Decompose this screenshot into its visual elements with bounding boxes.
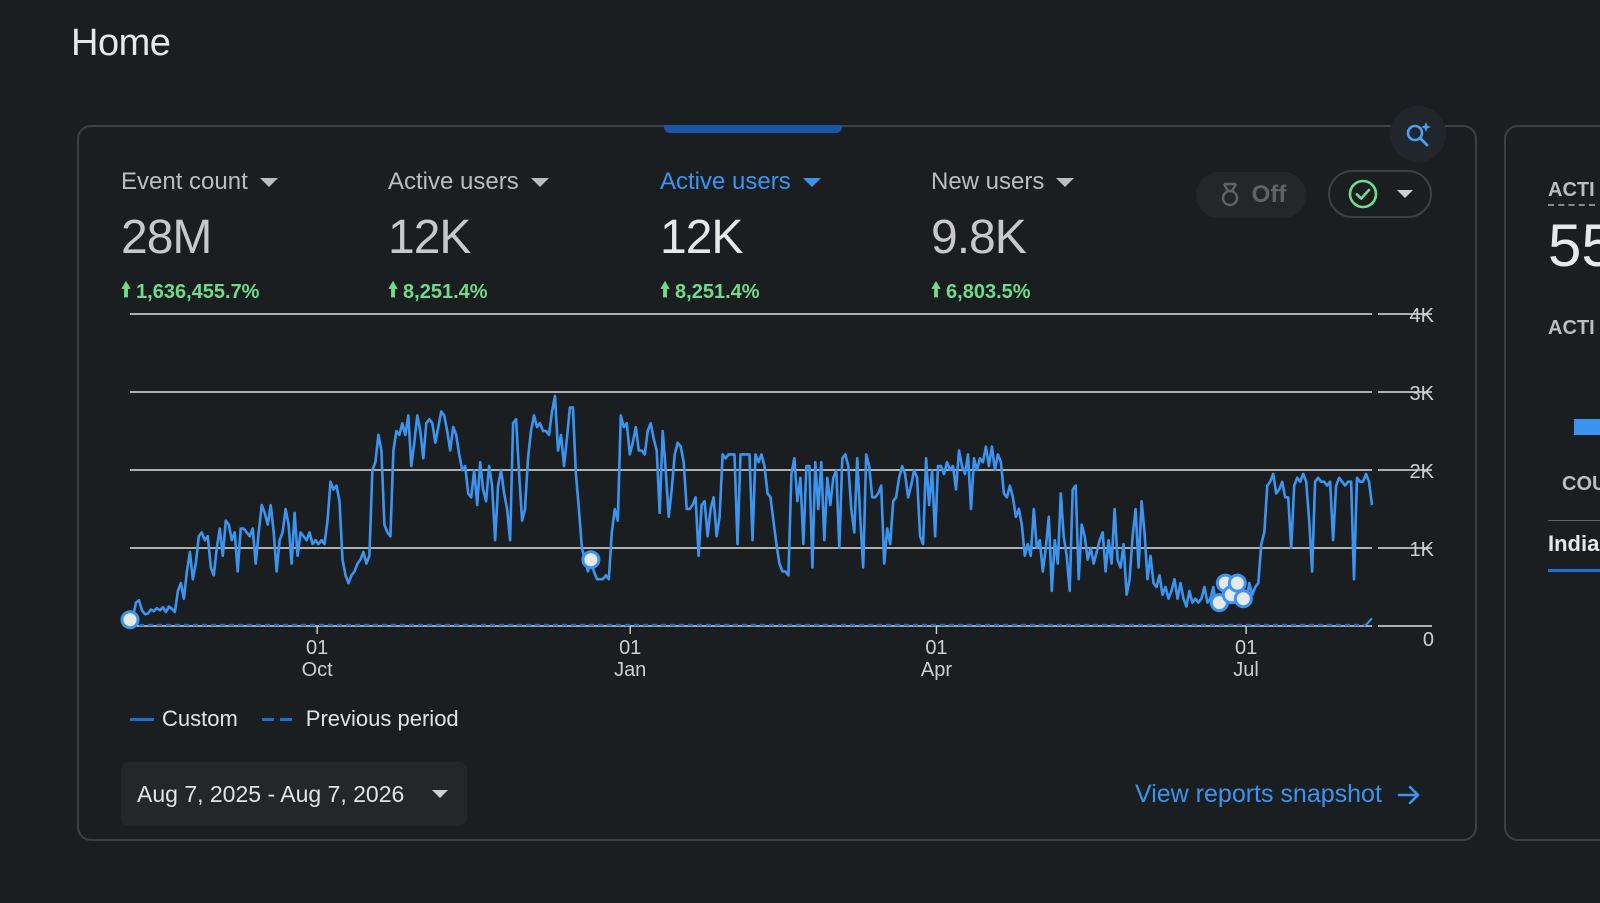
y-tick-label: 0 xyxy=(1423,629,1434,651)
selected-tab-indicator xyxy=(664,125,842,133)
x-tick-month: Jan xyxy=(614,659,646,681)
arrow-up-icon: 🠙 xyxy=(388,279,399,301)
metric-value: 12K xyxy=(388,211,471,264)
x-tick-day: 01 xyxy=(1235,637,1257,659)
metric-active-users[interactable]: Active users 12K 🠙 8,251.4% xyxy=(388,168,549,309)
x-tick-day: 01 xyxy=(925,637,947,659)
annotation-marker xyxy=(1233,589,1253,609)
metric-change: 1,636,455.7% xyxy=(136,280,260,303)
country-row-bar xyxy=(1548,569,1600,572)
series-previous-period-end xyxy=(1365,617,1373,626)
realtime-metric-label[interactable]: ACTI xyxy=(1548,179,1595,206)
country-row: India xyxy=(1548,531,1600,556)
y-tick-label: 4K xyxy=(1410,305,1435,327)
chevron-down-icon xyxy=(1396,190,1413,198)
x-tick-month: Jul xyxy=(1233,659,1259,681)
annotations-toggle[interactable]: Off xyxy=(1196,172,1306,218)
search-sparkle-icon xyxy=(1406,122,1431,147)
metric-value: 9.8K xyxy=(931,211,1027,264)
series-custom xyxy=(129,394,1374,621)
x-tick-day: 01 xyxy=(306,637,328,659)
arrow-up-icon: 🠙 xyxy=(931,279,942,301)
check-circle-icon xyxy=(1349,179,1378,209)
metric-change: 8,251.4% xyxy=(675,280,760,303)
award-ribbon-icon xyxy=(1221,182,1238,207)
metric-label: New users xyxy=(931,168,1045,195)
metric-change: 8,251.4% xyxy=(403,280,488,303)
view-reports-snapshot-link[interactable]: View reports snapshot xyxy=(1135,780,1422,809)
annotation-marker xyxy=(581,550,601,570)
legend-item-previous-period: Previous period xyxy=(305,706,459,731)
annotation-marker xyxy=(1227,573,1247,593)
data-quality-menu[interactable] xyxy=(1328,170,1432,218)
metric-value: 12K xyxy=(660,211,743,264)
arrow-up-icon: 🠙 xyxy=(121,279,132,301)
y-tick-label: 1K xyxy=(1410,539,1435,561)
metric-label: Active users xyxy=(660,168,791,195)
metric-new-users[interactable]: New users 9.8K 🠙 6,803.5% xyxy=(931,168,1075,309)
country-column-header: COU xyxy=(1562,473,1600,495)
annotation-marker xyxy=(120,610,140,630)
y-tick-label: 3K xyxy=(1410,383,1435,405)
metric-change: 6,803.5% xyxy=(946,280,1031,303)
chevron-down-icon xyxy=(432,790,449,798)
snapshot-link-label: View reports snapshot xyxy=(1135,780,1382,808)
x-tick-month: Apr xyxy=(921,659,952,681)
metric-label: Active users xyxy=(388,168,519,195)
x-tick-month: Oct xyxy=(302,659,334,681)
realtime-bar xyxy=(1574,419,1600,435)
page-title: Home xyxy=(71,22,171,64)
realtime-metric-value: 55 xyxy=(1548,212,1600,279)
y-tick-label: 2K xyxy=(1410,461,1435,483)
chart-legend: Custom Previous period xyxy=(130,706,459,732)
metric-active-users-selected[interactable]: Active users 12K 🠙 8,251.4% xyxy=(660,168,821,309)
metric-event-count[interactable]: Event count 28M 🠙 1,636,455.7% xyxy=(121,168,278,309)
arrow-right-icon xyxy=(1397,785,1420,804)
date-range-label: Aug 7, 2025 - Aug 7, 2026 xyxy=(137,780,405,807)
metrics-card xyxy=(77,125,1477,841)
divider xyxy=(1548,520,1600,521)
chevron-down-icon xyxy=(1056,177,1075,187)
insights-button[interactable] xyxy=(1390,106,1446,162)
chevron-down-icon xyxy=(259,177,278,187)
metric-label: Event count xyxy=(121,168,248,195)
toggle-label: Off xyxy=(1251,181,1287,208)
date-range-selector[interactable]: Aug 7, 2025 - Aug 7, 2026 xyxy=(121,762,467,826)
legend-dashed-swatch xyxy=(261,717,294,721)
arrow-up-icon: 🠙 xyxy=(660,279,671,301)
legend-item-custom: Custom xyxy=(162,706,238,731)
metric-value: 28M xyxy=(121,211,212,264)
chevron-down-icon xyxy=(530,177,549,187)
realtime-card: ACTI 55 ACTI COU India xyxy=(1504,125,1600,841)
x-tick-day: 01 xyxy=(619,637,641,659)
chevron-down-icon xyxy=(802,177,821,187)
realtime-subtitle: ACTI xyxy=(1548,317,1595,339)
legend-solid-swatch xyxy=(130,717,154,721)
